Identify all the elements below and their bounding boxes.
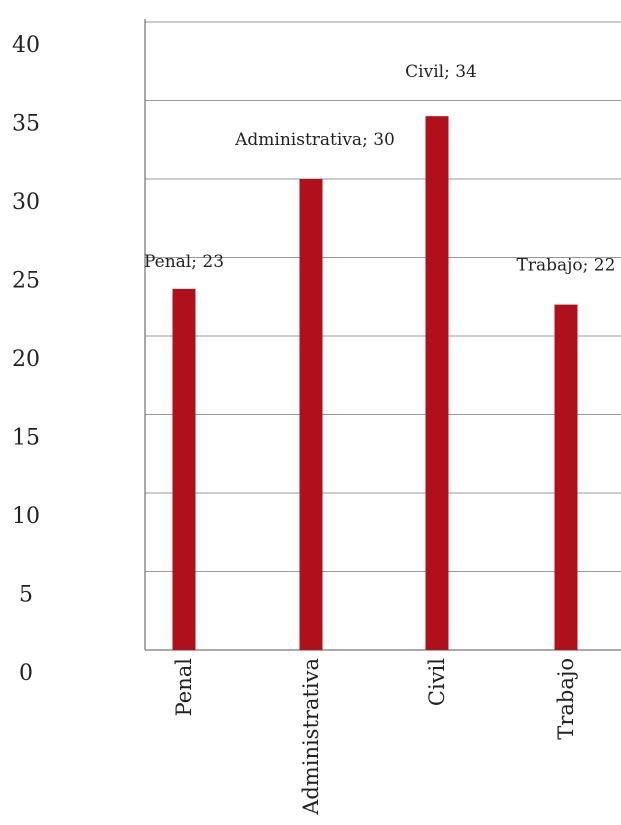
y-tick-label: 25 bbox=[12, 269, 40, 294]
data-label-trabajo: Trabajo; 22 bbox=[517, 256, 616, 276]
bar-civil bbox=[425, 116, 449, 650]
y-tick-label: 20 bbox=[12, 347, 40, 372]
y-tick-labels: 0 5 10 15 20 25 30 35 40 bbox=[12, 33, 40, 686]
y-tick-label: 40 bbox=[12, 33, 40, 58]
y-tick-label: 35 bbox=[12, 112, 40, 137]
y-tick-label: 15 bbox=[12, 426, 40, 451]
data-label-penal: Penal; 23 bbox=[144, 252, 224, 272]
data-labels: Penal; 23 Administrativa; 30 Civil; 34 Trab… bbox=[144, 62, 615, 275]
y-tick-label: 0 bbox=[19, 661, 33, 686]
category-label-civil: Civil bbox=[425, 658, 449, 706]
category-labels: Penal Administrativa Civil Trabajo bbox=[172, 658, 578, 816]
y-tick-label: 5 bbox=[19, 583, 33, 608]
data-label-administrativa: Administrativa; 30 bbox=[234, 130, 395, 150]
y-tick-label: 30 bbox=[12, 190, 40, 215]
category-label-penal: Penal bbox=[172, 658, 196, 717]
category-label-trabajo: Trabajo bbox=[554, 658, 578, 740]
bar-trabajo bbox=[554, 304, 578, 650]
gridlines bbox=[145, 21, 621, 572]
bars bbox=[172, 116, 578, 650]
category-label-administrativa: Administrativa bbox=[299, 658, 323, 816]
data-label-civil: Civil; 34 bbox=[405, 62, 477, 82]
bar-penal bbox=[172, 288, 196, 650]
axes bbox=[144, 19, 621, 651]
y-tick-label: 10 bbox=[12, 504, 40, 529]
bar-administrativa bbox=[299, 179, 323, 650]
